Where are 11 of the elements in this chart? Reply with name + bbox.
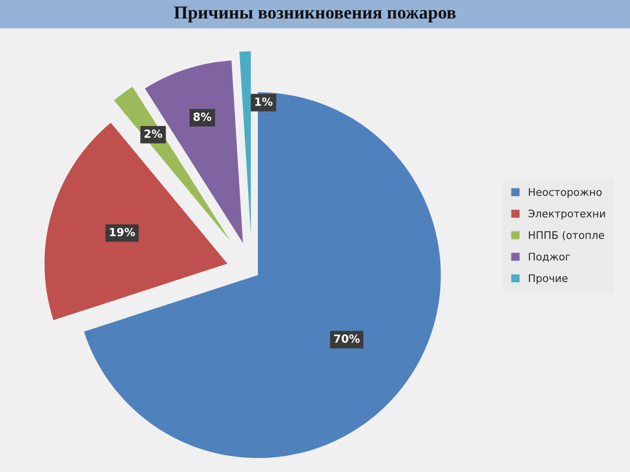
data-label: 2%	[144, 130, 162, 138]
legend-label: Электротехни	[528, 210, 605, 220]
legend-label: Неосторожно	[528, 188, 602, 198]
chart-title: Причины возникновения пожаров	[174, 6, 456, 22]
legend-label: НППБ (отопле	[528, 230, 604, 240]
data-label: 19%	[110, 228, 135, 236]
legend-label: Поджог	[528, 252, 570, 262]
data-label: 70%	[334, 334, 360, 343]
data-label: 1%	[255, 97, 273, 106]
legend-label: Прочие	[528, 274, 568, 284]
data-label: 8%	[194, 112, 212, 121]
